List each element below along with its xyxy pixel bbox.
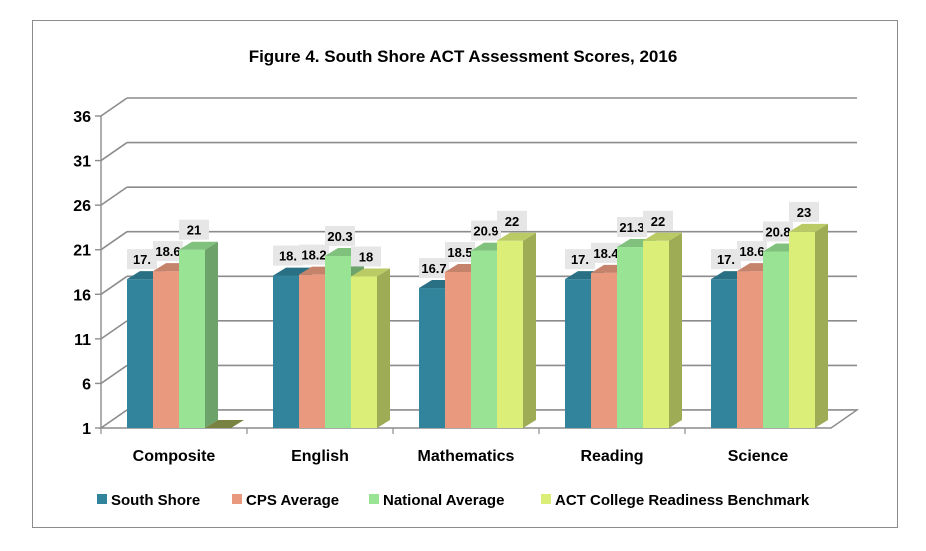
bar-side [815,223,828,428]
gridline-side [100,275,128,295]
bar-side [669,232,682,428]
data-label: 21.3 [619,220,644,235]
legend-label: National Average [383,492,504,509]
y-tick-label: 6 [82,376,91,393]
data-label: 18. [279,249,297,264]
legend-swatch [232,494,242,504]
legend-swatch [97,494,107,504]
bar [763,251,789,428]
bar [445,272,471,428]
data-label-box [419,258,449,279]
data-label: 22 [505,214,519,229]
data-label: 16.7 [421,261,446,276]
bar-side [523,232,536,428]
legend-label: CPS Average [246,492,339,509]
data-label: 18.5 [447,245,472,260]
data-label-box [273,245,303,266]
gridline-side [100,141,128,162]
data-label: 20.3 [327,229,352,244]
bar-side [377,268,390,428]
data-label-box [351,246,381,267]
bar-top [643,232,682,241]
legend-swatch [369,494,379,504]
bar [617,247,643,428]
bar-top [789,223,828,232]
data-label: 23 [797,205,811,220]
y-tick-label: 1 [82,421,91,438]
bar-top [179,241,218,250]
data-label: 22 [651,214,665,229]
data-label-box [179,219,209,240]
bar [273,275,299,428]
data-label-box [127,249,157,270]
data-label: 20.8 [765,224,790,239]
data-label: 17. [571,252,589,267]
data-label-box [591,242,621,263]
data-label-box [153,241,183,262]
data-label-box [737,241,767,262]
bar [351,276,377,428]
data-label-box [299,244,329,265]
bar [789,231,815,428]
x-tick-label: Science [728,448,789,465]
gridline-side [100,97,128,117]
x-tick-label: English [291,448,349,465]
bar [127,279,153,428]
bar-top [497,232,536,241]
bar [643,240,669,428]
x-tick-label: Reading [580,448,643,465]
data-label-box [763,221,793,242]
data-label: 20.9 [473,224,498,239]
y-tick-label: 16 [73,287,91,304]
gridline-side [100,364,128,385]
data-label-box [565,249,595,270]
bar [591,272,617,428]
data-label-box [471,220,501,241]
bar [565,279,591,428]
bar [153,271,179,428]
data-label: 18.6 [155,244,180,259]
bar-top [351,268,390,277]
data-label-box [789,201,819,222]
bar [419,288,445,428]
data-label: 18.4 [593,246,619,261]
legend-swatch [541,494,551,504]
data-label: 21 [187,223,201,238]
bar [179,249,205,428]
data-label-box [497,210,527,231]
x-tick-label: Mathematics [418,448,515,465]
data-label-box [445,242,475,262]
bar [737,271,763,428]
y-tick-label: 11 [74,332,91,349]
bar [711,279,737,428]
bar [497,240,523,428]
data-label-box [711,249,741,270]
chart-title: Figure 4. South Shore ACT Assessment Sco… [249,47,678,66]
data-label: 17. [717,252,735,267]
y-tick-label: 21 [73,243,91,260]
legend-label: ACT College Readiness Benchmark [555,492,810,509]
y-tick-label: 26 [73,198,91,215]
gridline-side [100,186,128,206]
y-tick-label: 31 [73,154,91,171]
data-label: 17. [133,252,151,267]
bar-side [205,241,218,428]
data-label: 18 [359,249,373,264]
data-label-box [643,210,673,231]
bar-empty [205,420,244,428]
data-label-box [617,217,647,238]
x-tick-label: Composite [133,448,216,465]
data-label: 18.2 [301,248,326,263]
chart-frame [32,20,898,528]
gridline-side [100,320,128,340]
legend-label: South Shore [111,492,200,509]
gridline-side [100,231,128,251]
data-label-box [325,225,355,246]
bar [325,255,351,428]
bar [299,274,325,428]
bar [471,250,497,428]
y-tick-label: 36 [73,109,91,126]
data-label: 18.6 [739,244,764,259]
